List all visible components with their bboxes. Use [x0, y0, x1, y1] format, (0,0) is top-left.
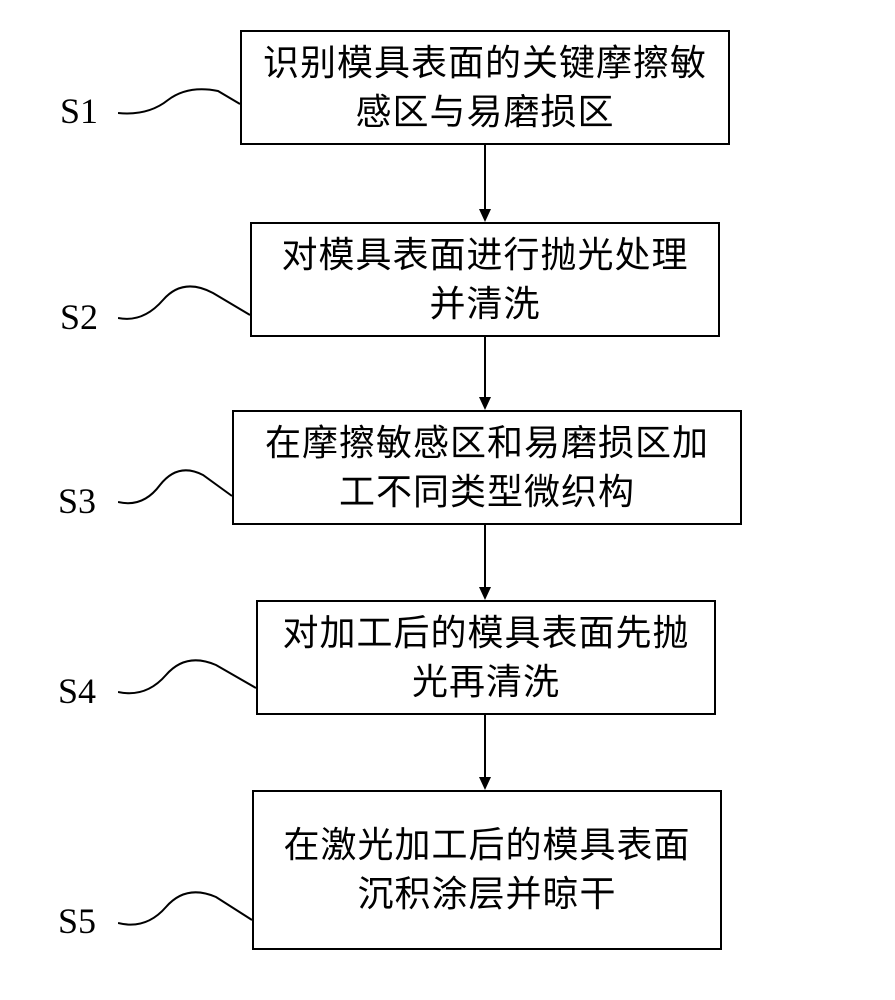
- step-text-s3: 在摩擦敏感区和易磨损区加工不同类型微织构: [254, 419, 720, 516]
- connector-s2: [118, 275, 253, 323]
- flowchart-container: S1 识别模具表面的关键摩擦敏感区与易磨损区 S2 对模具表面进行抛光处理并清洗…: [0, 0, 895, 1000]
- step-label-s2: S2: [60, 296, 98, 338]
- arrow-s1-s2: [475, 145, 495, 222]
- arrow-s3-s4: [475, 525, 495, 600]
- connector-s5: [118, 882, 256, 930]
- step-box-s1: 识别模具表面的关键摩擦敏感区与易磨损区: [240, 30, 730, 145]
- step-text-s5: 在激光加工后的模具表面沉积涂层并晾干: [274, 821, 700, 918]
- step-box-s3: 在摩擦敏感区和易磨损区加工不同类型微织构: [232, 410, 742, 525]
- arrow-s2-s3: [475, 337, 495, 410]
- step-label-s4: S4: [58, 670, 96, 712]
- step-box-s4: 对加工后的模具表面先抛光再清洗: [256, 600, 716, 715]
- step-box-s2: 对模具表面进行抛光处理并清洗: [250, 222, 720, 337]
- step-label-s1: S1: [60, 90, 98, 132]
- step-text-s4: 对加工后的模具表面先抛光再清洗: [278, 609, 694, 706]
- step-label-s3: S3: [58, 480, 96, 522]
- step-label-s5: S5: [58, 900, 96, 942]
- arrow-s4-s5: [475, 715, 495, 790]
- step-text-s1: 识别模具表面的关键摩擦敏感区与易磨损区: [262, 39, 708, 136]
- connector-s3: [118, 460, 236, 508]
- step-text-s2: 对模具表面进行抛光处理并清洗: [272, 231, 698, 328]
- step-box-s5: 在激光加工后的模具表面沉积涂层并晾干: [252, 790, 722, 950]
- connector-s1: [118, 88, 243, 118]
- connector-s4: [118, 650, 260, 698]
